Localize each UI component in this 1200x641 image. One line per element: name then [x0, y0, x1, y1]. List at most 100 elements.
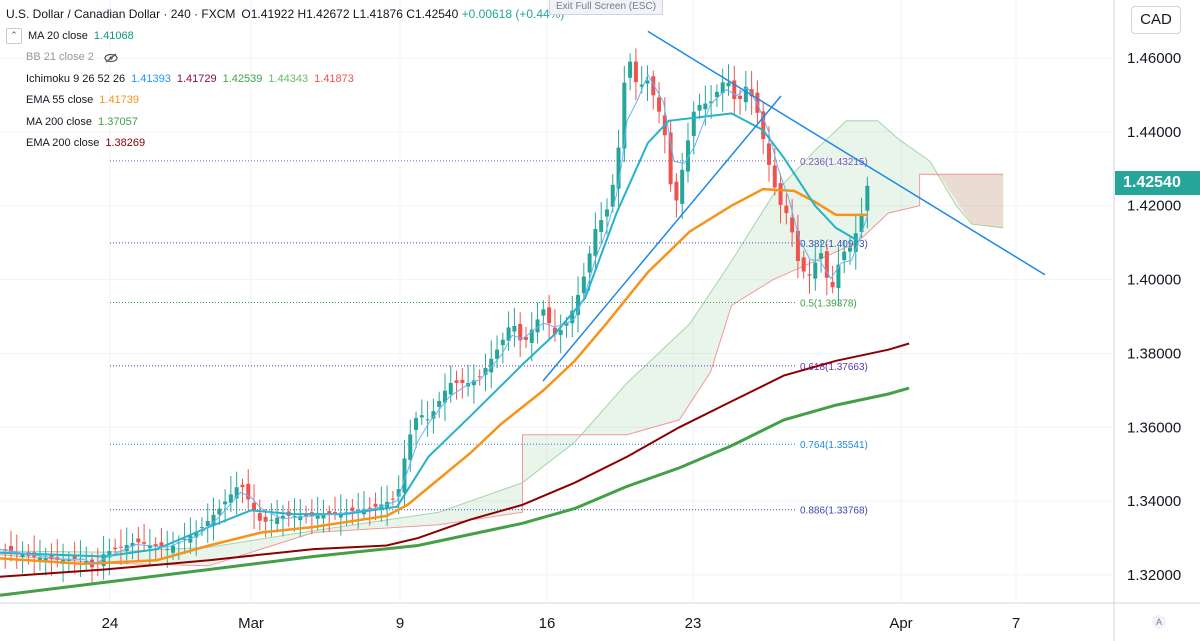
candle-body [570, 310, 575, 324]
candle-body [500, 339, 505, 346]
ichimoku-cloud [0, 120, 1004, 566]
fib-level-label: 0.886(1.33768) [800, 506, 868, 517]
candle-body [558, 330, 563, 335]
candle-body [795, 230, 800, 262]
candle-body [130, 542, 135, 547]
candle-body [720, 82, 725, 94]
fib-level-label: 0.236(1.43215) [800, 157, 868, 168]
candle-body [431, 411, 436, 419]
candle-body [350, 507, 355, 511]
candle-body [477, 376, 482, 378]
candle-body [668, 132, 673, 185]
candle-body [66, 559, 71, 561]
candle-body [338, 512, 343, 518]
price-tick-label: 1.36000 [1127, 419, 1181, 436]
indicator-value: 1.41393 [131, 72, 171, 85]
candle-body [246, 483, 251, 500]
legend-ma200[interactable]: MA 200 close 1.37057 [6, 112, 564, 134]
candle-body [529, 329, 534, 343]
price-change: +0.00618 (+0.44%) [461, 7, 565, 21]
candle-body [107, 551, 112, 558]
candle-body [234, 487, 239, 499]
candle-body [610, 184, 615, 207]
candle-body [460, 379, 465, 383]
candle-body [315, 515, 320, 519]
candle-body [749, 89, 754, 97]
candle-body [830, 281, 835, 288]
time-tick-label: 24 [102, 615, 119, 632]
legend-bb[interactable]: BB 21 close 2 [6, 47, 564, 69]
legend-ma20[interactable]: ⌃ MA 20 close 1.41068 [6, 26, 564, 48]
price-tick-label: 1.38000 [1127, 345, 1181, 362]
candle-body [616, 147, 621, 189]
indicator-value: 1.44343 [268, 72, 309, 85]
legend-ema55[interactable]: EMA 55 close 1.41739 [6, 90, 564, 112]
candle-body [37, 557, 42, 560]
candle-body [714, 91, 719, 98]
time-tick-label: Apr [889, 615, 912, 632]
fib-level-label: 0.5(1.39378) [800, 299, 857, 310]
time-tick-label: 9 [396, 615, 404, 632]
candle-body [552, 327, 557, 335]
candle-body [547, 307, 552, 324]
candle-body [321, 514, 326, 519]
candle-body [824, 251, 829, 278]
currency-button[interactable]: CAD [1131, 6, 1181, 34]
candle-body [101, 554, 106, 567]
candle-body [581, 276, 586, 294]
candle-body [20, 554, 25, 558]
candle-body [709, 101, 714, 104]
candle-body [373, 503, 378, 507]
candle-body [367, 507, 372, 509]
price-tick-label: 1.40000 [1127, 272, 1181, 289]
ohlc-values: O1.41922 H1.42672 L1.41876 C1.42540 [241, 7, 459, 21]
tenkan-line [0, 73, 868, 565]
candle-body [853, 233, 858, 252]
candle-body [194, 532, 199, 538]
candle-body [211, 514, 216, 526]
fib-level-label: 0.764(1.35541) [800, 440, 868, 451]
candle-body [298, 515, 303, 521]
candle-body [535, 319, 540, 333]
candle-body [819, 253, 824, 259]
auto-scale-button[interactable]: A [1152, 615, 1166, 629]
fib-level-label: 0.382(1.40993) [800, 239, 868, 250]
candle-body [697, 104, 702, 111]
candle-body [836, 264, 841, 289]
hidden-eye-icon[interactable] [104, 53, 118, 63]
price-tick-label: 1.32000 [1127, 567, 1181, 584]
ma200-line [0, 386, 910, 597]
candle-body [217, 508, 222, 515]
candle-body [645, 80, 650, 84]
price-tick-label: 1.46000 [1127, 50, 1181, 67]
indicator-name: MA 20 close [28, 29, 88, 42]
indicator-value: 1.38269 [105, 137, 146, 149]
indicator-name: MA 200 close [26, 115, 93, 128]
price-tick-label: 1.44000 [1127, 124, 1181, 141]
candle-body [437, 400, 442, 407]
symbol-title: U.S. Dollar / Canadian Dollar · 240 · FX… [6, 7, 236, 21]
senkou-span-a [0, 120, 1004, 553]
legend-ema200[interactable]: EMA 200 close 1.38269 [6, 133, 564, 155]
time-tick-label: 7 [1012, 615, 1020, 632]
candle-body [813, 262, 818, 279]
candle-body [842, 251, 847, 261]
indicator-name: EMA 200 close [26, 137, 100, 149]
candle-body [732, 80, 737, 100]
exit-fullscreen-hint[interactable]: Exit Full Screen (ESC) [549, 0, 664, 15]
candle-body [252, 502, 257, 511]
candle-body [564, 322, 569, 326]
candle-body [390, 498, 395, 500]
candle-body [807, 274, 812, 276]
candle-body [171, 545, 176, 553]
candle-body [223, 501, 228, 505]
candle-body [9, 545, 14, 552]
candle-body [165, 549, 170, 551]
candle-body [685, 140, 690, 172]
candle-body [49, 554, 54, 559]
candle-body [333, 511, 338, 514]
legend-ichimoku[interactable]: Ichimoku 9 26 52 26 1.41393 1.41729 1.42… [6, 69, 564, 91]
candle-body [859, 214, 864, 232]
collapse-legend-icon[interactable]: ⌃ [6, 28, 22, 45]
